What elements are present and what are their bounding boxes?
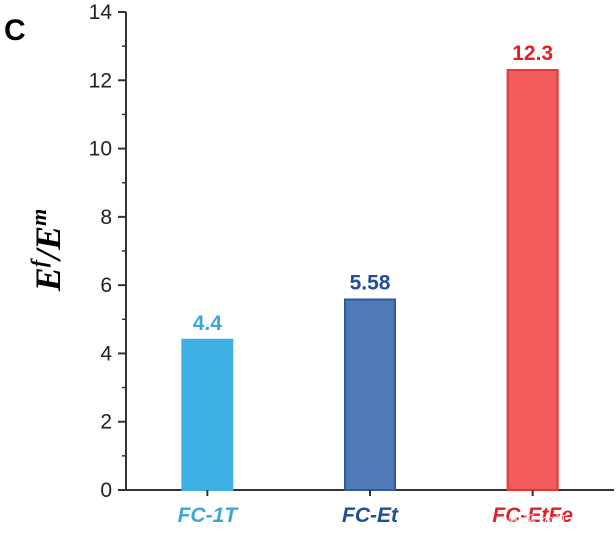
value-label-FC-EtFe: 12.3: [512, 42, 553, 65]
y-tick-label-4: 4: [100, 342, 112, 365]
y-axis-label-sup-m: m: [26, 209, 51, 226]
y-tick-label-12: 12: [89, 69, 112, 92]
plot-area: 0 2 4 6 8 10 12 14 4.4 FC-1T 5.58 FC-Et 12.3 FC-EtFe: [89, 1, 614, 527]
y-tick-label-6: 6: [100, 274, 112, 297]
watermark: 知乎 @江大三三: [508, 513, 610, 530]
bar-FC-EtFe: [506, 69, 559, 492]
x-tick-label-FC-Et: FC-Et: [342, 504, 399, 527]
y-tick-label-0: 0: [100, 479, 112, 502]
y-tick-label-8: 8: [100, 206, 112, 229]
y-axis-label-sep: /E: [28, 226, 68, 263]
y-tick-label-14: 14: [89, 1, 113, 24]
bar-FC-1T: [181, 338, 234, 491]
y-axis-label-base: E: [28, 267, 68, 292]
x-tick-label-FC-1T: FC-1T: [178, 504, 240, 527]
svg-text:Ef/Em: Ef/Em: [26, 209, 68, 292]
y-axis-label: Ef/Em: [26, 209, 68, 292]
y-tick-label-2: 2: [100, 411, 112, 434]
y-tick-label-10: 10: [89, 138, 112, 161]
value-label-FC-1T: 4.4: [193, 312, 223, 335]
bar-FC-Et: [344, 298, 396, 491]
panel-label: C: [4, 14, 26, 47]
x-tick-label-FC-EtFe: FC-EtFe: [492, 504, 573, 527]
y-axis-label-sup-f: f: [26, 257, 51, 267]
value-label-FC-Et: 5.58: [350, 271, 391, 294]
